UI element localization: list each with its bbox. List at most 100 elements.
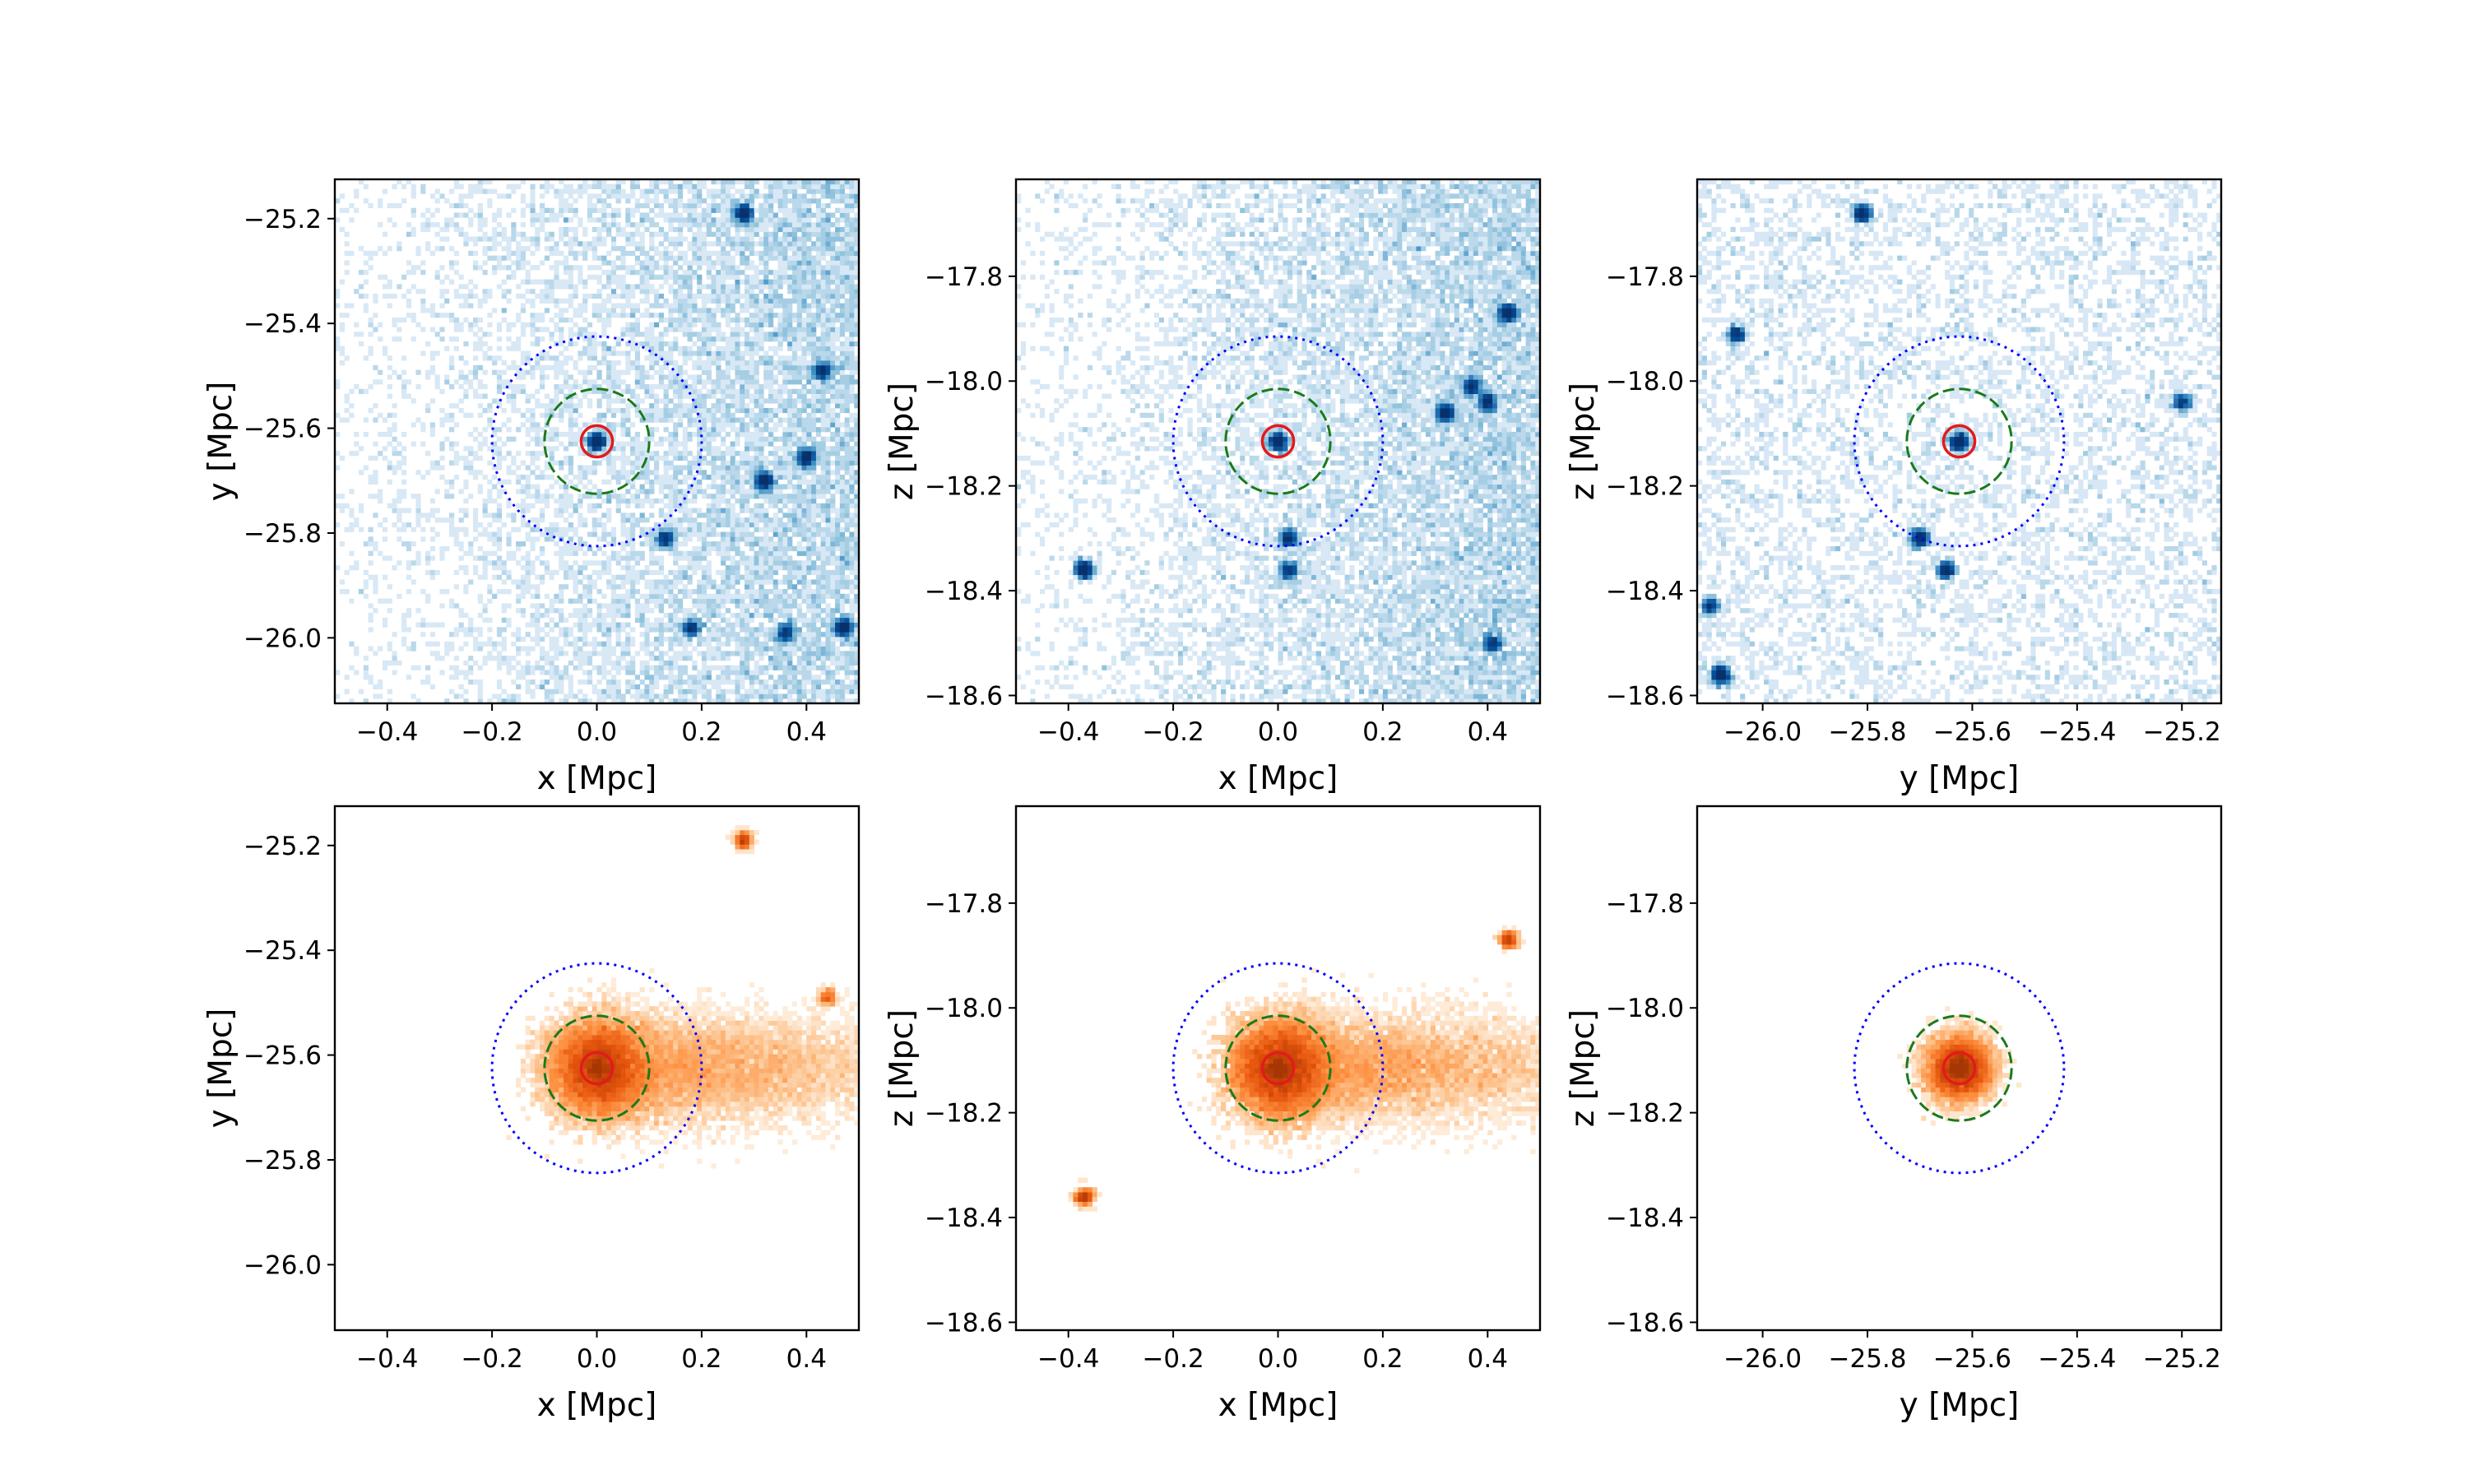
density-cell bbox=[349, 565, 355, 571]
density-cell bbox=[730, 627, 735, 633]
density-cell bbox=[730, 670, 735, 675]
density-cell bbox=[535, 431, 540, 438]
density-cell bbox=[745, 465, 750, 471]
density-cell bbox=[725, 508, 731, 513]
density-cell bbox=[825, 436, 831, 442]
density-cell bbox=[506, 698, 512, 704]
density-cell bbox=[525, 489, 531, 494]
density-cell bbox=[758, 436, 764, 442]
density-cell bbox=[535, 684, 540, 690]
density-cell bbox=[448, 603, 455, 609]
density-cell bbox=[634, 517, 641, 523]
density-cell bbox=[791, 451, 798, 457]
density-cell bbox=[644, 622, 650, 628]
density-cell bbox=[596, 427, 602, 433]
density-cell bbox=[673, 494, 679, 499]
density-cell bbox=[601, 646, 607, 652]
density-cell bbox=[830, 612, 836, 619]
density-cell bbox=[806, 503, 812, 508]
density-cell bbox=[787, 398, 793, 404]
density-cell bbox=[811, 612, 817, 619]
density-cell bbox=[535, 327, 540, 332]
density-cell bbox=[463, 632, 469, 638]
density-cell bbox=[697, 412, 703, 418]
density-cell bbox=[472, 627, 479, 633]
density-cell bbox=[768, 360, 774, 366]
density-cell bbox=[644, 355, 650, 361]
density-cell bbox=[754, 598, 759, 604]
density-cell bbox=[711, 407, 717, 414]
density-cell bbox=[806, 398, 812, 404]
density-cell bbox=[658, 565, 664, 571]
density-cell bbox=[559, 593, 564, 599]
density-cell bbox=[716, 345, 721, 351]
density-cell bbox=[815, 679, 822, 685]
density-cell bbox=[777, 364, 783, 371]
density-cell bbox=[791, 531, 798, 537]
density-cell bbox=[725, 345, 731, 351]
density-cell bbox=[721, 641, 726, 647]
density-cell bbox=[754, 641, 759, 647]
density-cell bbox=[591, 341, 597, 347]
density-cell bbox=[849, 364, 855, 371]
density-cell bbox=[639, 517, 645, 523]
density-cell bbox=[663, 460, 669, 466]
density-cell bbox=[429, 422, 436, 428]
density-cell bbox=[663, 627, 669, 633]
density-cell bbox=[625, 679, 631, 685]
density-cell bbox=[820, 388, 826, 394]
density-cell bbox=[339, 417, 345, 423]
density-cell bbox=[563, 398, 569, 404]
density-cell bbox=[692, 455, 698, 461]
density-cell bbox=[568, 384, 573, 390]
density-cell bbox=[530, 393, 536, 399]
density-cell bbox=[644, 460, 650, 466]
density-cell bbox=[673, 422, 679, 428]
density-cell bbox=[716, 679, 721, 685]
panel-1: −0.4 −0.2 0.0 0.2 0.4−26.0−25.8−25.6−25.4−25… bbox=[202, 178, 861, 797]
density-cell bbox=[463, 379, 469, 385]
density-cell bbox=[687, 332, 693, 337]
density-cell bbox=[658, 479, 664, 485]
density-cell bbox=[530, 422, 536, 428]
density-cell bbox=[782, 332, 788, 337]
density-cell bbox=[673, 584, 679, 590]
density-cell bbox=[687, 489, 693, 494]
density-cell bbox=[434, 489, 440, 494]
density-cell bbox=[639, 484, 645, 489]
density-cell bbox=[535, 455, 540, 461]
density-cell bbox=[787, 593, 793, 599]
density-cell bbox=[573, 569, 578, 576]
density-cell bbox=[820, 412, 826, 418]
density-cell bbox=[677, 508, 684, 513]
density-cell bbox=[801, 512, 807, 518]
density-cell bbox=[587, 651, 593, 656]
density-cell bbox=[768, 579, 774, 585]
density-cell bbox=[844, 641, 850, 647]
density-cell bbox=[549, 336, 554, 342]
density-cell bbox=[401, 622, 407, 628]
density-cell bbox=[844, 441, 850, 447]
density-cell bbox=[354, 451, 360, 457]
density-cell bbox=[782, 612, 788, 619]
density-cell bbox=[801, 455, 807, 461]
density-cell bbox=[429, 684, 436, 690]
density-cell bbox=[782, 403, 788, 409]
density-cell bbox=[587, 675, 593, 680]
density-cell bbox=[849, 541, 855, 547]
density-cell bbox=[849, 560, 855, 566]
density-cell bbox=[682, 508, 688, 513]
density-cell bbox=[758, 569, 764, 576]
density-cell bbox=[387, 374, 392, 380]
density-cell bbox=[649, 541, 655, 547]
density-cell bbox=[344, 569, 350, 576]
density-cell bbox=[811, 412, 817, 418]
density-cell bbox=[448, 412, 455, 418]
density-cell bbox=[725, 545, 731, 552]
density-cell bbox=[653, 526, 660, 532]
density-cell bbox=[549, 446, 554, 452]
density-cell bbox=[559, 384, 564, 390]
density-cell bbox=[754, 679, 759, 685]
density-cell bbox=[559, 341, 564, 347]
density-cell bbox=[716, 403, 721, 409]
